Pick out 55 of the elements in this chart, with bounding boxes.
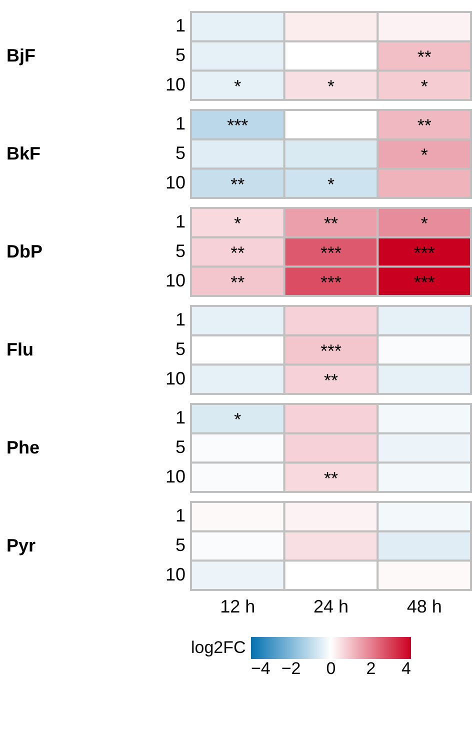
text: DbP (6, 242, 42, 262)
data-label: ** (230, 174, 245, 194)
y-tick-label: 5 (175, 241, 186, 261)
y-tick-label: 10 (165, 466, 186, 486)
data-label: *** (320, 341, 342, 361)
data-label: * (234, 76, 242, 96)
y-tick-label: 5 (175, 143, 186, 163)
data-label: * (420, 214, 428, 234)
data-label: *** (414, 272, 435, 292)
text: Pyr (6, 536, 36, 556)
y-tick-label: 5 (175, 535, 186, 555)
x-tick-label: 24 h (313, 596, 349, 616)
x-tick-label: 12 h (220, 596, 256, 616)
y-tick-label: 1 (175, 114, 186, 134)
data-label: *** (414, 243, 435, 263)
data-label: ** (324, 214, 338, 234)
y-tick-label: 1 (175, 408, 186, 428)
data-label: ** (417, 47, 432, 67)
color-bar-label: −4 (251, 659, 270, 678)
data-label: * (420, 145, 428, 165)
data-label: ** (230, 243, 245, 263)
color-bar-label: 4 (402, 659, 411, 678)
y-tick-label: 10 (165, 368, 186, 388)
y-tick-label: 1 (175, 212, 186, 232)
data-label: ** (417, 116, 432, 136)
data-label: *** (227, 116, 248, 136)
data-label: * (420, 76, 428, 96)
y-tick-label: 10 (165, 564, 186, 584)
x-tick-label: 48 h (406, 596, 442, 616)
y-tick-label: 1 (175, 506, 186, 526)
text: Phe (6, 438, 40, 458)
text: BkF (6, 144, 41, 164)
y-tick-label: 5 (175, 45, 186, 65)
y-tick-label: 10 (165, 74, 186, 94)
color-bar-label: −2 (281, 659, 301, 678)
y-tick-label: 10 (165, 270, 186, 290)
color-bar-title: log2FC (191, 638, 246, 657)
text: Flu (6, 340, 34, 360)
y-tick-label: 5 (175, 339, 186, 359)
data-label: * (327, 76, 335, 96)
text: BjF (6, 46, 36, 66)
data-label: * (234, 214, 242, 234)
y-tick-label: 1 (175, 310, 186, 330)
y-tick-label: 10 (165, 172, 186, 192)
y-tick-label: 5 (175, 437, 186, 457)
color-bar-label: 0 (326, 659, 336, 678)
data-label: ** (324, 370, 338, 390)
data-label: ** (324, 468, 338, 488)
y-tick-label: 1 (175, 16, 186, 36)
data-label: *** (320, 272, 342, 292)
color-bar-label: 2 (366, 659, 376, 678)
data-label: ** (230, 272, 245, 292)
data-label: *** (320, 243, 342, 263)
data-label: * (327, 174, 335, 194)
data-label: * (234, 410, 242, 430)
